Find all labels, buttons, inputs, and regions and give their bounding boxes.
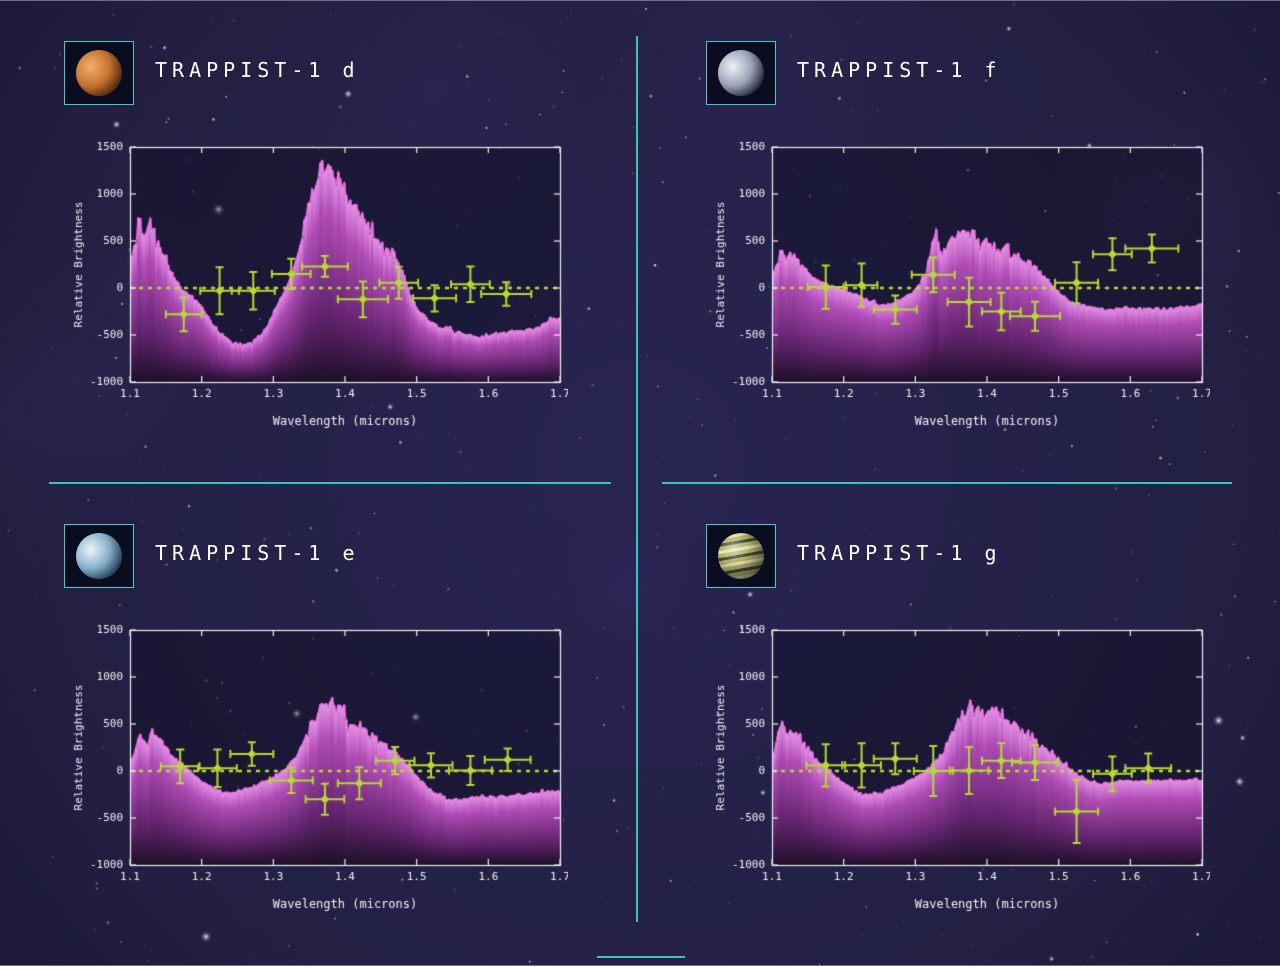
- planet-d-icon: [76, 50, 122, 96]
- panel-title-e: TRAPPIST-1 e: [155, 541, 360, 565]
- panel-title-f: TRAPPIST-1 f: [797, 58, 1002, 82]
- panel-trappist-1-f: TRAPPIST-1 f: [642, 0, 1280, 483]
- planet-thumbnail-box-f: [706, 41, 776, 105]
- panel-title-g: TRAPPIST-1 g: [797, 541, 1002, 565]
- panel-trappist-1-d: TRAPPIST-1 d: [0, 0, 638, 483]
- planet-thumbnail-box-e: [64, 524, 134, 588]
- planet-e-icon: [76, 533, 122, 579]
- divider-horizontal-left: [49, 482, 611, 484]
- panel-trappist-1-e: TRAPPIST-1 e: [0, 483, 638, 966]
- planet-thumbnail-box-d: [64, 41, 134, 105]
- divider-horizontal-right: [662, 482, 1232, 484]
- spectrum-chart-d: [68, 135, 568, 435]
- spectrum-chart-g: [710, 618, 1210, 918]
- planet-f-icon: [718, 50, 764, 96]
- divider-bottom-center: [597, 956, 685, 958]
- spectrum-chart-e: [68, 618, 568, 918]
- planet-g-icon: [718, 533, 764, 579]
- panel-trappist-1-g: TRAPPIST-1 g: [642, 483, 1280, 966]
- spectrum-chart-f: [710, 135, 1210, 435]
- divider-vertical: [636, 36, 638, 922]
- planet-thumbnail-box-g: [706, 524, 776, 588]
- panel-title-d: TRAPPIST-1 d: [155, 58, 360, 82]
- top-edge-line: [0, 0, 1280, 1]
